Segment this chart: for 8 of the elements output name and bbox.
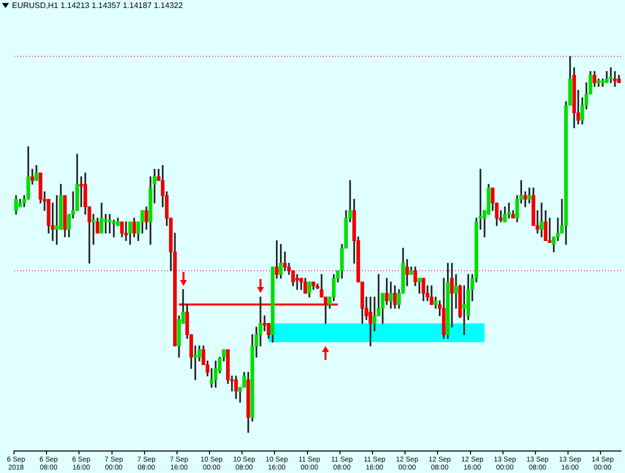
candlestick — [507, 202, 511, 218]
candlestick — [372, 296, 376, 332]
candlestick — [540, 202, 544, 238]
candlestick — [92, 214, 96, 245]
candlestick — [124, 222, 128, 241]
candlestick — [262, 316, 266, 332]
candlestick — [368, 296, 372, 346]
chart-title: EURUSD,H1 1.14213 1.14357 1.14187 1.14322 — [12, 1, 183, 10]
